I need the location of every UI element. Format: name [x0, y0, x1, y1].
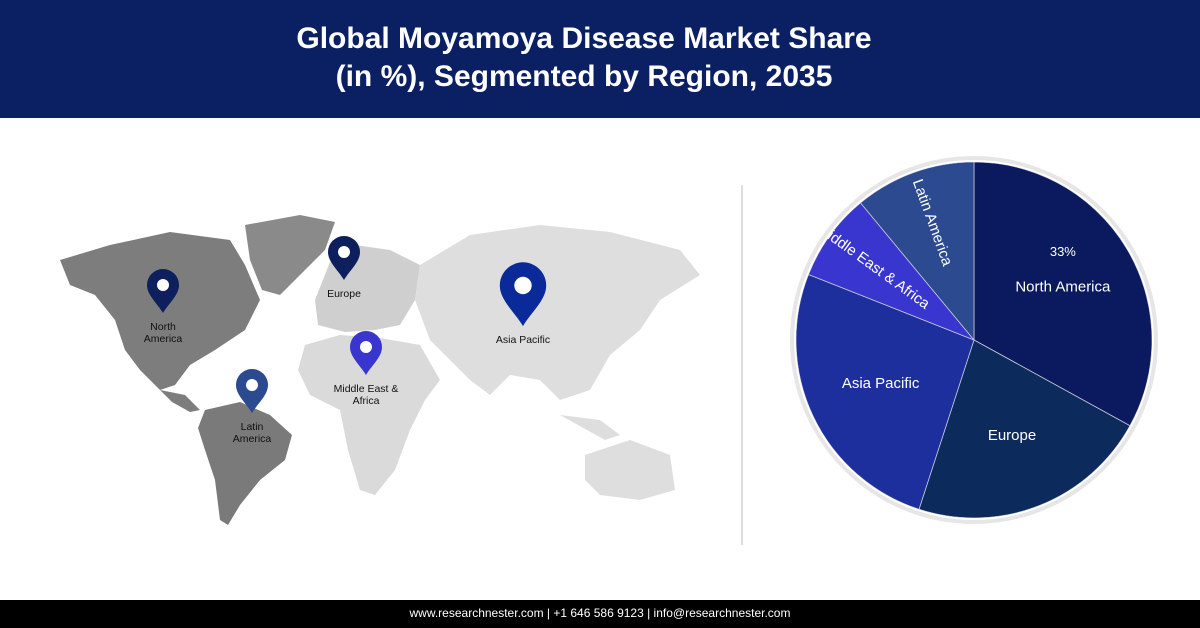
footer-text: www.researchnester.com | +1 646 586 9123… [409, 606, 791, 620]
pie-slice [859, 162, 975, 342]
slice-label: North America [1015, 278, 1111, 295]
title: Global Moyamoya Disease Market Share [296, 22, 871, 55]
map-pin [147, 269, 179, 313]
pin-label: North [150, 321, 176, 333]
pie-slice [918, 339, 1131, 518]
pin-dot [157, 279, 169, 291]
value-label: 33% [1050, 244, 1076, 259]
pin-dot [338, 246, 350, 258]
pin-label: Asia Pacific [496, 334, 550, 346]
pin-label: Middle East & [334, 383, 399, 395]
map-pin [236, 369, 268, 413]
map-pin [350, 331, 382, 375]
pin-dot [514, 276, 532, 295]
pin-label: Latin [241, 421, 264, 433]
pin-label: Africa [353, 395, 380, 407]
map-pin [499, 262, 547, 327]
footer-bar [0, 600, 1200, 628]
pin-dot [246, 379, 258, 391]
pie-slice [796, 273, 975, 510]
slice-label: Europe [988, 427, 1036, 444]
pin-shape [499, 262, 547, 327]
map-pin [328, 236, 360, 280]
slice-label: Asia Pacific [842, 375, 920, 392]
header-bar [0, 0, 1200, 118]
title: (in %), Segmented by Region, 2035 [336, 60, 833, 93]
pin-label: America [233, 433, 272, 445]
pie-slice [973, 162, 1152, 427]
world-map [60, 215, 700, 525]
pin-label: Europe [327, 288, 361, 300]
pin-dot [360, 341, 372, 353]
pin-label: America [144, 333, 183, 345]
pie-slice [807, 202, 975, 341]
